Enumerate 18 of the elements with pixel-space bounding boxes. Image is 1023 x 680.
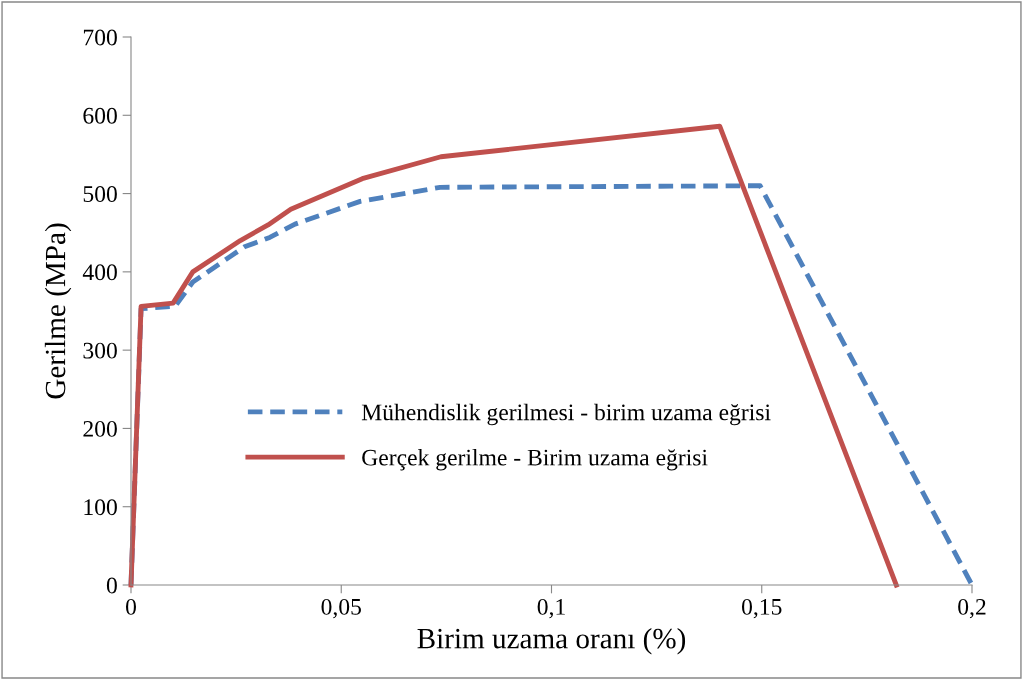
y-tick-label: 400 [82, 264, 117, 281]
y-tick-label: 600 [83, 107, 117, 124]
x-tick-label: 0,15 [741, 598, 782, 619]
legend-label: Mühendislik gerilmesi - birim uzama eğrisi [361, 403, 771, 426]
y-tick-label: 200 [83, 420, 117, 437]
y-axis-title: Gerilme (MPa) [44, 223, 72, 399]
x-tick-label: 0,2 [958, 598, 986, 619]
y-tick-label: 300 [83, 342, 117, 359]
x-tick-label: 0,05 [321, 598, 361, 619]
x-axis-title: Birim uzama oranı (%) [417, 627, 686, 655]
x-tick-label: 0 [126, 598, 136, 615]
y-tick-label: 0 [106, 577, 117, 594]
y-tick-label: 700 [83, 29, 117, 46]
legend-label: Gerçek gerilme - Birim uzama eğrisi [362, 448, 708, 471]
y-tick-label: 500 [83, 186, 117, 202]
x-tick-label: 0,1 [537, 598, 565, 619]
line-series [128, 123, 899, 588]
y-tick-label: 100 [84, 499, 117, 516]
